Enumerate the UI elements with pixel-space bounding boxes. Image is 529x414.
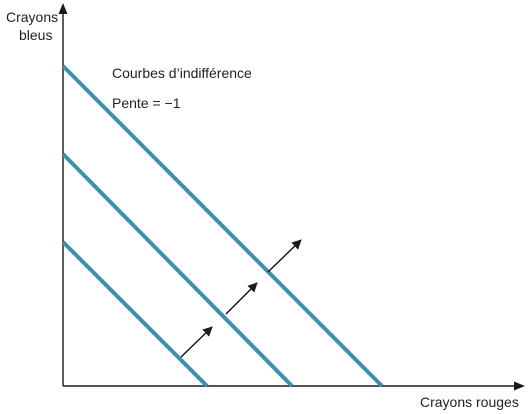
shift-arrow-middle-to-high-lower — [225, 282, 258, 315]
x-axis-arrow-icon — [514, 381, 525, 391]
indifference-curve-high — [61, 64, 384, 388]
y-axis-arrow-icon — [58, 3, 68, 14]
indifference-curve-low — [61, 240, 209, 388]
y-axis-label-line1: Crayons — [6, 9, 58, 25]
annotation-title: Courbes d’indifférence — [112, 65, 252, 81]
annotation-slope: Pente = −1 — [112, 95, 181, 111]
x-axis-label: Crayons rouges — [420, 394, 519, 410]
shift-arrow-low-to-middle — [180, 326, 213, 358]
shift-arrow-middle-to-high-upper — [267, 239, 302, 273]
y-axis-label-line2: bleus — [19, 27, 52, 43]
indifference-curve-middle — [61, 152, 294, 388]
